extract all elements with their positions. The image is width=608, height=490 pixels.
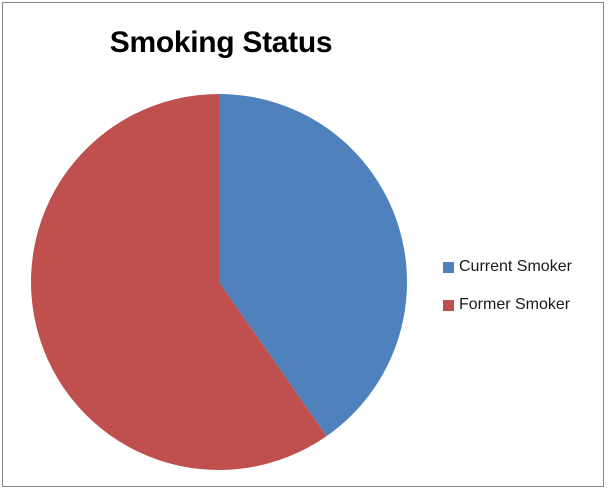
legend-item-current-smoker: Current Smoker bbox=[443, 256, 572, 278]
legend-swatch-former-smoker bbox=[443, 299, 454, 311]
legend-label-current-smoker: Current Smoker bbox=[459, 258, 572, 275]
pie-chart bbox=[31, 94, 408, 470]
legend-label-former-smoker: Former Smoker bbox=[459, 296, 571, 313]
chart-title: Smoking Status bbox=[109, 26, 333, 59]
legend-swatch-current-smoker bbox=[443, 261, 454, 273]
pie-slice-current-smoker bbox=[219, 94, 408, 437]
pie-slice-former-smoker bbox=[31, 94, 327, 470]
legend: Current Smoker Former Smoker bbox=[443, 256, 572, 332]
legend-item-former-smoker: Former Smoker bbox=[443, 294, 572, 316]
